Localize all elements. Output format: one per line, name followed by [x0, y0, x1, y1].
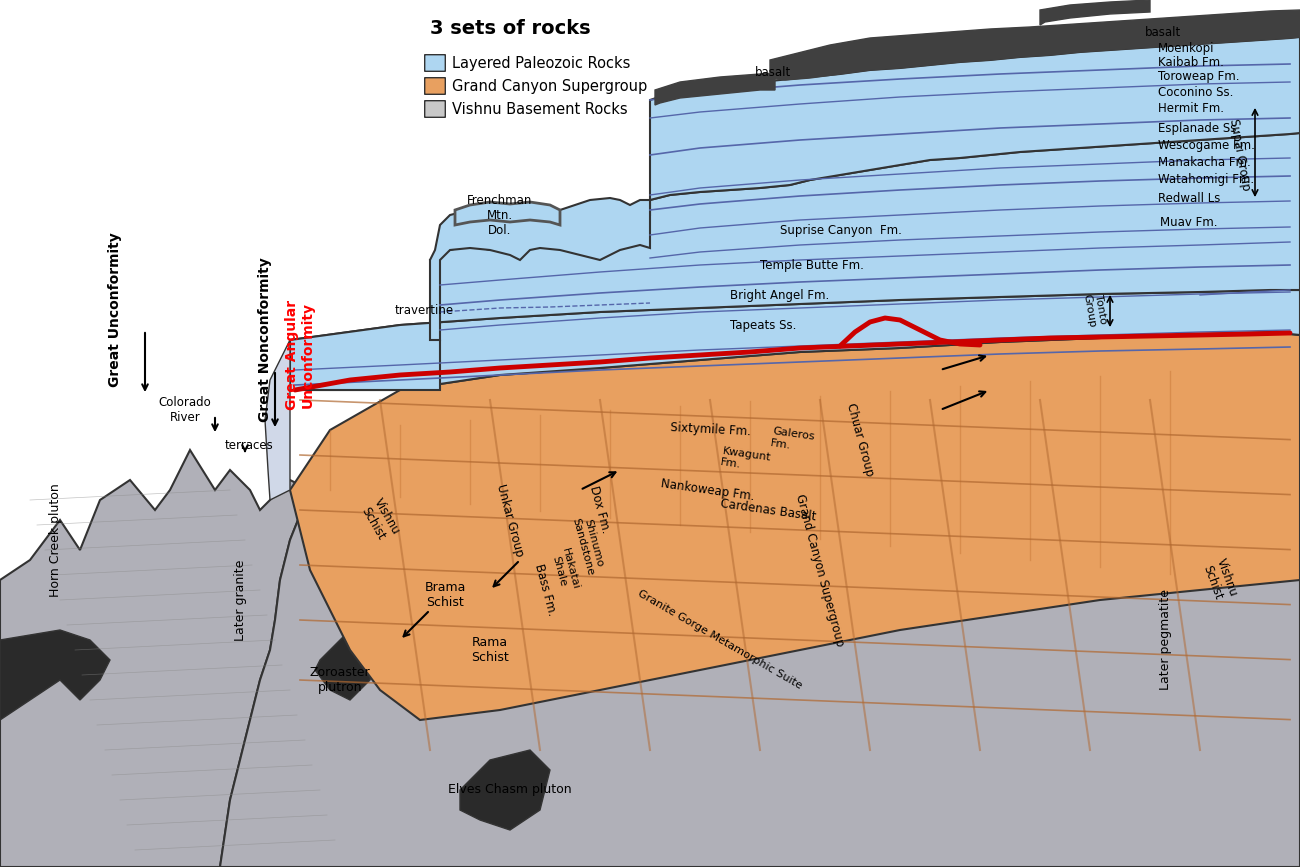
- Text: Esplanade Ss.: Esplanade Ss.: [1158, 121, 1240, 134]
- Text: Sixtymile Fm.: Sixtymile Fm.: [670, 421, 751, 439]
- Text: 3 sets of rocks: 3 sets of rocks: [430, 18, 590, 37]
- Text: Bright Angel Fm.: Bright Angel Fm.: [731, 289, 829, 302]
- Polygon shape: [220, 480, 1300, 867]
- Text: Shinumo
Sandstone: Shinumo Sandstone: [569, 513, 606, 577]
- Text: Later pegmatite: Later pegmatite: [1158, 590, 1171, 690]
- Text: Manakacha Fm.: Manakacha Fm.: [1158, 155, 1251, 168]
- Text: basalt: basalt: [1145, 25, 1182, 38]
- Text: Temple Butte Fm.: Temple Butte Fm.: [760, 259, 865, 272]
- Text: Cardenas Basalt: Cardenas Basalt: [720, 497, 818, 523]
- Text: Kwagunt
Fm.: Kwagunt Fm.: [720, 446, 771, 474]
- Text: Watahomigi Fm.: Watahomigi Fm.: [1158, 173, 1254, 186]
- Text: travertine: travertine: [395, 303, 454, 316]
- FancyBboxPatch shape: [425, 78, 446, 95]
- Polygon shape: [460, 750, 550, 830]
- FancyBboxPatch shape: [425, 55, 446, 71]
- Text: Tapeats Ss.: Tapeats Ss.: [731, 318, 797, 331]
- Polygon shape: [290, 133, 1300, 390]
- Text: Suprise Canyon  Fm.: Suprise Canyon Fm.: [780, 224, 902, 237]
- Text: Kaibab Fm.: Kaibab Fm.: [1158, 55, 1223, 68]
- Polygon shape: [290, 332, 1300, 720]
- Text: Supai Group: Supai Group: [1227, 118, 1253, 192]
- Text: Horn Creek pluton: Horn Creek pluton: [48, 483, 61, 596]
- Polygon shape: [1040, 0, 1150, 25]
- Text: Galeros
Fm.: Galeros Fm.: [770, 427, 815, 453]
- Polygon shape: [430, 198, 650, 340]
- Polygon shape: [290, 290, 1300, 390]
- Polygon shape: [0, 630, 111, 720]
- Text: Brama
Schist: Brama Schist: [424, 581, 465, 609]
- Text: Unkar Group: Unkar Group: [494, 482, 526, 557]
- Text: Tonto
Group: Tonto Group: [1082, 291, 1109, 329]
- Text: Great Angular
Unconformity: Great Angular Unconformity: [285, 300, 315, 410]
- Polygon shape: [655, 73, 775, 105]
- Text: Wescogame Fm.: Wescogame Fm.: [1158, 139, 1254, 152]
- Polygon shape: [770, 10, 1300, 80]
- Text: Grand Canyon Supergroup: Grand Canyon Supergroup: [452, 79, 647, 94]
- Polygon shape: [0, 450, 309, 867]
- Text: Redwall Ls: Redwall Ls: [1158, 192, 1221, 205]
- Text: Great Unconformity: Great Unconformity: [108, 232, 122, 388]
- Text: Muav Fm.: Muav Fm.: [1160, 216, 1218, 229]
- Text: Chuar Group: Chuar Group: [844, 402, 876, 478]
- Text: Grand Canyon Supergroup: Grand Canyon Supergroup: [793, 492, 846, 648]
- Text: Granite Gorge Metamorphic Suite: Granite Gorge Metamorphic Suite: [636, 589, 803, 691]
- Text: Later granite: Later granite: [234, 559, 247, 641]
- Text: Colorado
River: Colorado River: [159, 396, 212, 424]
- Polygon shape: [650, 37, 1300, 200]
- Text: Vishnu
Schist: Vishnu Schist: [1200, 557, 1240, 603]
- Text: Elves Chasm pluton: Elves Chasm pluton: [448, 784, 572, 797]
- Text: terraces: terraces: [225, 439, 274, 452]
- Polygon shape: [455, 202, 560, 225]
- Text: Toroweap Fm.: Toroweap Fm.: [1158, 69, 1239, 82]
- Text: Vishnu Basement Rocks: Vishnu Basement Rocks: [452, 101, 628, 116]
- Text: basalt: basalt: [755, 66, 792, 79]
- Text: Rama
Schist: Rama Schist: [471, 636, 508, 664]
- Text: Nankoweap Fm.: Nankoweap Fm.: [660, 477, 755, 503]
- Text: Dox Fm.: Dox Fm.: [588, 485, 612, 535]
- Text: Vishnu
Schist: Vishnu Schist: [358, 496, 402, 544]
- Text: Moenkopi: Moenkopi: [1158, 42, 1214, 55]
- Text: Zoroaster
plutron: Zoroaster plutron: [309, 666, 370, 694]
- FancyBboxPatch shape: [425, 101, 446, 117]
- Text: Layered Paleozoic Rocks: Layered Paleozoic Rocks: [452, 55, 630, 70]
- Text: Hermit Fm.: Hermit Fm.: [1158, 101, 1225, 114]
- Text: Bass Fm.: Bass Fm.: [532, 563, 558, 617]
- Text: Frenchman
Mtn.
Dol.: Frenchman Mtn. Dol.: [467, 193, 533, 237]
- Text: Great Nonconformity: Great Nonconformity: [257, 257, 272, 422]
- Polygon shape: [315, 620, 380, 700]
- Text: Coconino Ss.: Coconino Ss.: [1158, 86, 1234, 99]
- Polygon shape: [265, 340, 290, 500]
- Text: Hakatai
Shale: Hakatai Shale: [549, 546, 581, 593]
